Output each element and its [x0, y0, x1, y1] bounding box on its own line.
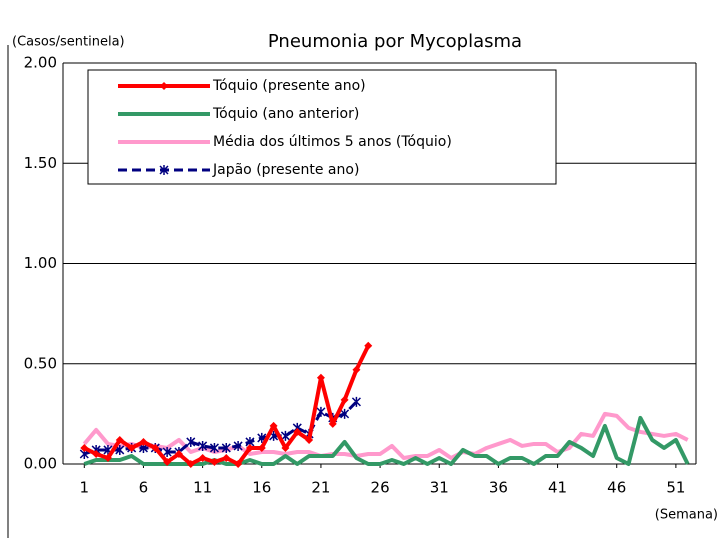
marker [163, 457, 172, 466]
x-tick-label: 26 [371, 479, 390, 497]
marker [127, 443, 136, 452]
legend-label: Média dos últimos 5 anos (Tóquio) [213, 134, 452, 150]
x-tick-label: 21 [311, 479, 330, 497]
x-tick-label: 31 [430, 479, 449, 497]
marker [209, 442, 219, 453]
marker [340, 395, 349, 404]
marker [139, 437, 148, 446]
marker [316, 406, 326, 417]
y-tick-label: 0.50 [24, 354, 57, 372]
x-tick-label: 46 [607, 479, 626, 497]
legend-label: Tóquio (presente ano) [212, 78, 366, 94]
series-line [83, 415, 690, 466]
marker [151, 443, 160, 452]
marker [316, 373, 325, 382]
marker [162, 446, 172, 457]
marker [305, 435, 314, 444]
y-tick-label: 1.50 [24, 154, 57, 172]
x-axis-label: (Semana) [655, 508, 718, 523]
marker [92, 449, 101, 458]
marker [257, 443, 266, 452]
y-tick-label: 0.00 [24, 455, 57, 473]
marker [245, 443, 254, 452]
x-tick-label: 11 [193, 479, 212, 497]
legend-label: Tóquio (ano anterior) [212, 106, 359, 122]
x-tick-label: 36 [489, 479, 508, 497]
marker [115, 435, 124, 444]
y-tick-label: 1.00 [24, 254, 57, 272]
marker [210, 457, 219, 466]
marker [328, 419, 337, 428]
marker [198, 453, 207, 462]
plot-area: 0.000.501.001.502.001 6 11 16 21 26 31 36 41 46 51… [24, 54, 697, 497]
marker [186, 460, 195, 468]
marker [103, 453, 112, 462]
x-tick-label: 16 [252, 479, 271, 497]
marker [160, 82, 168, 90]
marker [269, 421, 278, 430]
marker [222, 453, 231, 462]
marker [340, 408, 350, 419]
x-tick-label: 1 [80, 479, 90, 497]
marker [364, 341, 373, 350]
marker [352, 365, 361, 374]
marker [281, 443, 290, 452]
marker [221, 442, 231, 453]
y-axis-label: (Casos/sentinela) [12, 35, 125, 50]
marker [174, 449, 183, 458]
marker [293, 427, 302, 436]
marker [186, 436, 196, 447]
x-tick-label: 6 [139, 479, 149, 497]
chart-title: Pneumonia por Mycoplasma [268, 31, 522, 52]
marker [280, 430, 290, 441]
marker [198, 440, 208, 451]
legend-box [87, 69, 557, 185]
marker [80, 443, 89, 452]
marker [159, 165, 169, 175]
marker [351, 396, 361, 407]
y-tick-label: 2.00 [24, 54, 57, 72]
x-tick-label: 51 [666, 479, 685, 497]
x-tick-label: 41 [548, 479, 567, 497]
marker [234, 460, 243, 468]
marker [233, 440, 243, 451]
legend-label: Japão (presente ano) [212, 162, 359, 178]
